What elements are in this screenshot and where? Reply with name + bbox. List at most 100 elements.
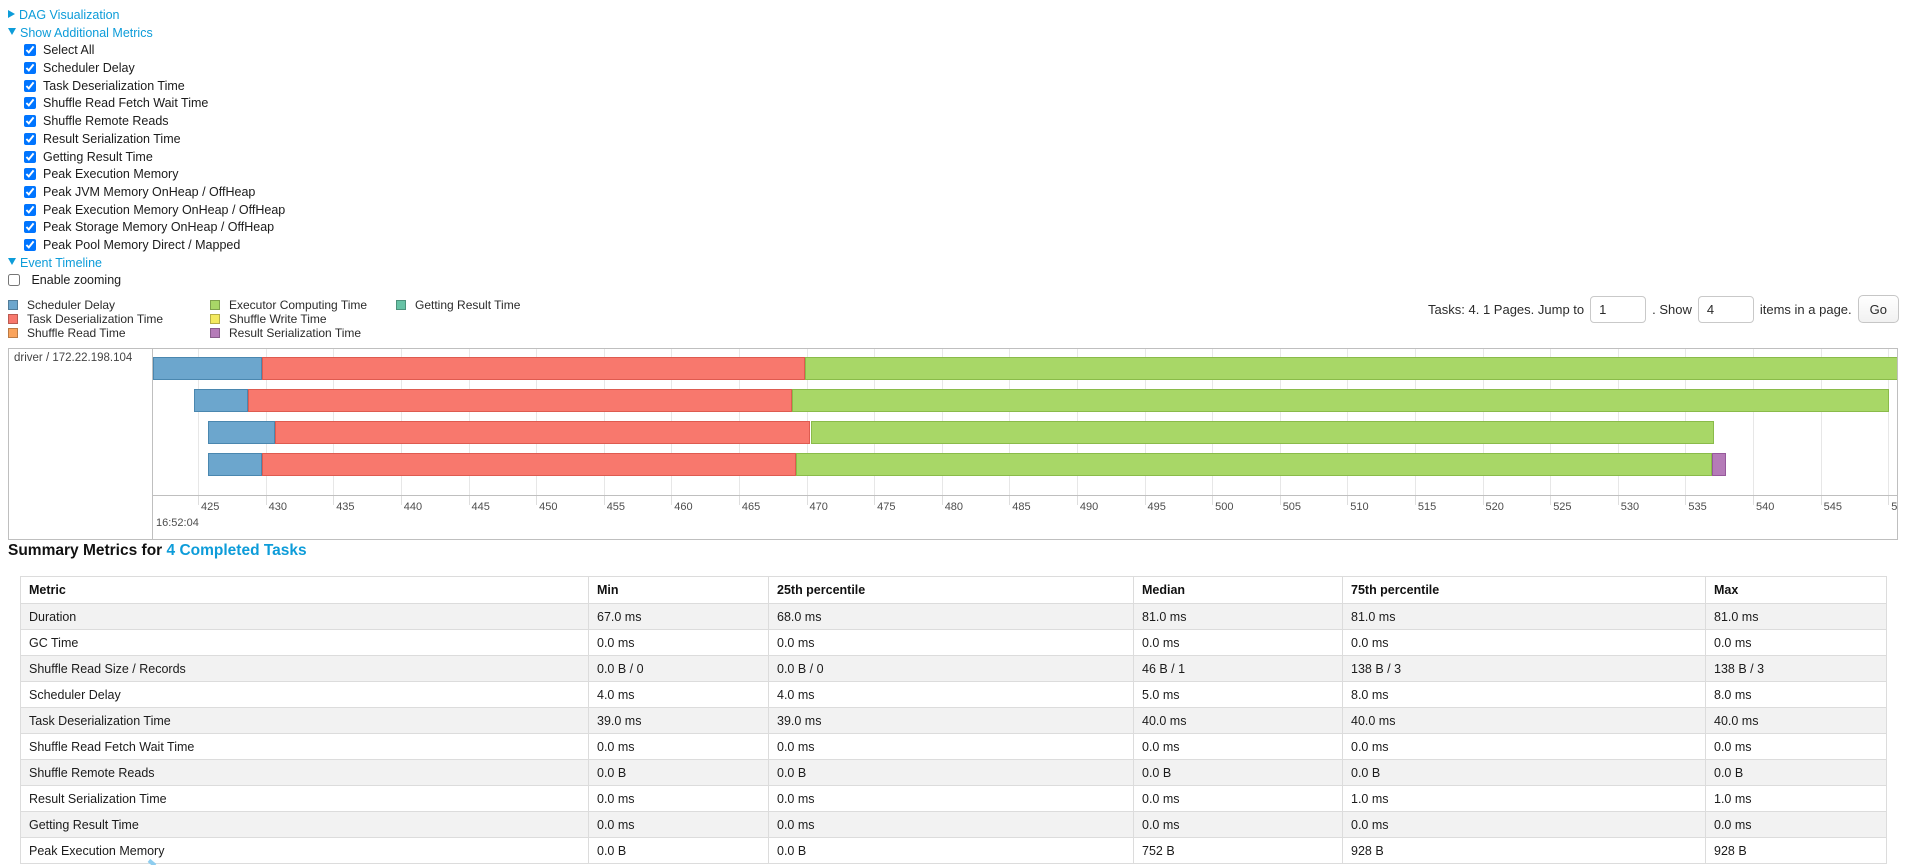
- legend-entry-getting_result: Getting Result Time: [396, 298, 521, 313]
- summary-metric-value: 0.0 B: [588, 759, 769, 786]
- checkbox-peak-storage-memory-onheap-offheap[interactable]: [24, 221, 36, 234]
- checkbox-label-peak-storage-memory-onheap-offheap[interactable]: Peak Storage Memory OnHeap / OffHeap: [43, 220, 275, 235]
- axis-tick: [536, 496, 538, 505]
- checkbox-label-peak-execution-memory-onheap-offheap[interactable]: Peak Execution Memory OnHeap / OffHeap: [43, 202, 286, 217]
- summary-metric-value: 4.0 ms: [768, 681, 1134, 708]
- go-button[interactable]: Go: [1857, 295, 1899, 323]
- legend-entry-shuffle_write: Shuffle Write Time: [210, 312, 367, 327]
- checkbox-scheduler-delay[interactable]: [24, 62, 36, 75]
- axis-tick-label: 485: [1012, 501, 1031, 513]
- summary-metric-value: 0.0 ms: [768, 733, 1134, 760]
- summary-metric-value: 4.0 ms: [588, 681, 769, 708]
- checkbox-peak-jvm-memory-onheap-offheap[interactable]: [24, 185, 36, 198]
- summary-metric-value: 138 B / 3: [1705, 655, 1887, 682]
- legend-label: Scheduler Delay: [27, 298, 116, 312]
- checkbox-shuffle-remote-reads[interactable]: [24, 115, 36, 128]
- summary-column-header: 75th percentile: [1342, 576, 1706, 604]
- summary-metric-value: 67.0 ms: [588, 603, 769, 630]
- timeline-axis: 16:52:04 425 430 435 440 445 450 455 460 465 470 4…: [9, 495, 1898, 539]
- axis-tick-label: 525: [1553, 501, 1572, 513]
- dag-visualization-toggle[interactable]: DAG Visualization: [8, 6, 285, 24]
- summary-column-header: Metric: [20, 576, 589, 604]
- checkbox-getting-result-time[interactable]: [24, 150, 36, 163]
- checkbox-label-peak-execution-memory[interactable]: Peak Execution Memory: [43, 167, 179, 182]
- axis-tick-label: 460: [674, 501, 693, 513]
- legend-label: Task Deserialization Time: [27, 311, 164, 326]
- checkbox-shuffle-read-fetch-wait-time[interactable]: [24, 97, 36, 110]
- checkbox-label-select-all[interactable]: Select All: [43, 43, 95, 58]
- completed-tasks-link[interactable]: 4 Completed Tasks: [166, 542, 307, 559]
- summary-metric-value: 0.0 B: [768, 759, 1134, 786]
- enable-zooming-row: Enable zooming: [8, 271, 285, 289]
- jump-to-page-input[interactable]: [1590, 295, 1647, 323]
- summary-metric-value: 46 B / 1: [1133, 655, 1343, 682]
- metric-checkbox-row: Peak Execution Memory: [8, 165, 285, 183]
- additional-metrics-checkbox-list: Select All Scheduler Delay Task Deserializ…: [8, 41, 285, 253]
- axis-tick-label: 515: [1417, 501, 1437, 513]
- axis-tick: [1617, 496, 1619, 505]
- checkbox-label-scheduler-delay[interactable]: Scheduler Delay: [43, 61, 135, 76]
- checkbox-label-shuffle-remote-reads[interactable]: Shuffle Remote Reads: [43, 114, 169, 129]
- summary-metric-value: 0.0 ms: [1342, 629, 1706, 656]
- legend-swatch-icon: [210, 313, 220, 324]
- show-additional-metrics-link[interactable]: Show Additional Metrics: [20, 25, 153, 40]
- checkbox-result-serialization-time[interactable]: [24, 132, 36, 145]
- event-timeline-link[interactable]: Event Timeline: [20, 255, 102, 270]
- axis-tick: [1753, 496, 1754, 505]
- task-bar-segment-scheduler_delay: [153, 357, 262, 380]
- task-pagination-controls: Tasks: 4. 1 Pages. Jump to . Show items …: [1428, 294, 1899, 324]
- checkbox-label-peak-jvm-memory-onheap-offheap[interactable]: Peak JVM Memory OnHeap / OffHeap: [43, 184, 256, 199]
- checkbox-label-peak-pool-memory-direct-mapped[interactable]: Peak Pool Memory Direct / Mapped: [43, 237, 241, 252]
- summary-column-header: Median: [1133, 576, 1343, 604]
- task-bar-segment-task_deserialization: [248, 389, 792, 412]
- checkbox-label-task-deserialization-time[interactable]: Task Deserialization Time: [43, 78, 185, 93]
- checkbox-select-all[interactable]: [24, 44, 36, 57]
- show-additional-metrics-toggle[interactable]: Show Additional Metrics: [8, 24, 285, 42]
- axis-tick: [400, 496, 402, 505]
- summary-table-row: Shuffle Remote Reads 0.0 B 0.0 B 0.0 B 0.0 B…: [20, 759, 1887, 786]
- checkbox-peak-execution-memory-onheap-offheap[interactable]: [24, 203, 36, 216]
- axis-tick: [1279, 496, 1281, 505]
- summary-column-header: Max: [1705, 576, 1887, 604]
- checkbox-peak-execution-memory[interactable]: [24, 168, 36, 181]
- summary-metric-value: 1.0 ms: [1342, 785, 1706, 812]
- summary-column-header: Min: [588, 576, 769, 604]
- axis-tick-label: 540: [1756, 501, 1775, 513]
- axis-tick-label: 530: [1620, 501, 1640, 513]
- summary-metric-value: 0.0 ms: [588, 785, 769, 812]
- summary-metric-value: 39.0 ms: [768, 707, 1134, 734]
- checkbox-label-getting-result-time[interactable]: Getting Result Time: [43, 149, 153, 164]
- checkbox-peak-pool-memory-direct-mapped[interactable]: [24, 238, 36, 251]
- items-per-page-input[interactable]: [1697, 295, 1754, 323]
- task-bar-segment-scheduler_delay: [194, 389, 249, 412]
- summary-table-row: Task Deserialization Time 39.0 ms 39.0 ms 4…: [20, 707, 1887, 734]
- legend-swatch-icon: [8, 327, 18, 338]
- items-in-page-text: items in a page.: [1759, 301, 1852, 317]
- enable-zooming-checkbox[interactable]: [8, 274, 20, 287]
- event-timeline-toggle[interactable]: Event Timeline: [8, 254, 285, 272]
- legend-label: Getting Result Time: [415, 298, 521, 312]
- summary-metric-value: 81.0 ms: [1133, 603, 1343, 630]
- checkbox-label-shuffle-read-fetch-wait-time[interactable]: Shuffle Read Fetch Wait Time: [43, 96, 209, 111]
- axis-tick-label: 465: [741, 501, 761, 513]
- task-bar-segment-executor_computing: [791, 389, 1890, 412]
- axis-tick-label: 550: [1891, 501, 1898, 513]
- summary-metric-value: 40.0 ms: [1705, 707, 1887, 734]
- summary-metrics-heading: Summary Metrics for 4 Completed Tasks: [8, 542, 307, 560]
- checkbox-label-result-serialization-time[interactable]: Result Serialization Time: [43, 131, 181, 146]
- tasks-pages-text: Tasks: 4. 1 Pages. Jump to: [1428, 301, 1585, 317]
- task-bar-segment-scheduler_delay: [207, 421, 276, 444]
- axis-tick: [738, 496, 740, 505]
- timeline-legend: Scheduler Delay Task Deserialization Time…: [8, 298, 608, 343]
- checkbox-task-deserialization-time[interactable]: [24, 79, 36, 92]
- summary-metric-value: 81.0 ms: [1705, 603, 1887, 630]
- expanded-arrow-icon: [8, 257, 16, 265]
- summary-table-row: GC Time 0.0 ms 0.0 ms 0.0 ms 0.0 ms 0.0 ms: [20, 629, 1887, 656]
- dag-visualization-link[interactable]: DAG Visualization: [19, 8, 120, 22]
- summary-metric-name: Shuffle Read Size / Records: [20, 655, 589, 682]
- summary-metric-name: Task Deserialization Time: [20, 707, 589, 734]
- metric-checkbox-row: Peak JVM Memory OnHeap / OffHeap: [8, 183, 285, 201]
- enable-zooming-label[interactable]: Enable zooming: [31, 273, 122, 288]
- axis-tick-label: 450: [539, 501, 558, 513]
- axis-tick-label: 495: [1147, 501, 1166, 513]
